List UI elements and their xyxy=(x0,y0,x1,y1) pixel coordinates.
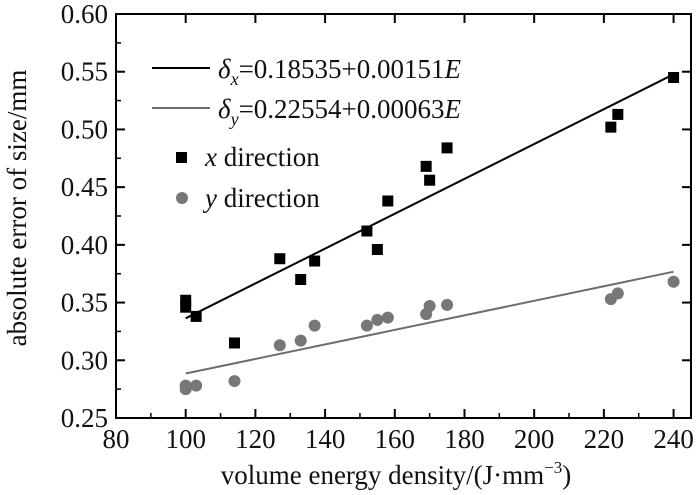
point-x-15 xyxy=(668,71,680,83)
point-y-11 xyxy=(423,300,436,313)
legend-label-y-fit: δy=0.22554+0.00063E xyxy=(218,94,462,129)
point-y-2 xyxy=(190,379,203,392)
point-x-13 xyxy=(605,121,617,133)
y-axis-label: absolute error of size/mm xyxy=(2,70,32,347)
y-tick-label-1: 0.30 xyxy=(61,345,108,375)
y-tick-label-2: 0.35 xyxy=(61,288,108,318)
point-x-12 xyxy=(441,142,453,154)
point-x-1 xyxy=(180,301,192,313)
point-y-3 xyxy=(228,375,241,388)
legend-label-y-direction: y direction xyxy=(202,183,320,213)
point-y-4 xyxy=(273,339,286,352)
plot-area: 80 100 120 140 160 180 200 220 240 0.25 0.30 0.35 0.… xyxy=(61,0,694,454)
x-tick-label-240: 240 xyxy=(653,424,694,454)
point-x-5 xyxy=(295,273,307,285)
y-tick-label-0: 0.25 xyxy=(61,403,108,433)
point-x-3 xyxy=(228,337,240,349)
point-x-10 xyxy=(420,160,432,172)
point-y-7 xyxy=(360,319,373,332)
y-tick-label-5: 0.50 xyxy=(61,114,108,144)
x-tick-label-140: 140 xyxy=(305,424,346,454)
x-tick-label-80: 80 xyxy=(103,424,130,454)
point-x-7 xyxy=(361,225,373,237)
point-x-4 xyxy=(274,253,286,265)
x-axis-label: volume energy density/(J·mm−3) xyxy=(221,458,572,490)
legend-marker-y-direction xyxy=(176,192,188,204)
x-tick-label-120: 120 xyxy=(235,424,276,454)
point-x-9 xyxy=(382,195,394,207)
x-tick-label-200: 200 xyxy=(514,424,555,454)
point-y-12 xyxy=(441,298,454,311)
legend: δx=0.18535+0.00151E δy=0.22554+0.00063E … xyxy=(152,54,462,213)
y-tick-label-4: 0.45 xyxy=(61,172,108,202)
point-y-14 xyxy=(611,287,624,300)
point-y-6 xyxy=(308,319,321,332)
point-y-1 xyxy=(179,383,192,396)
point-x-2 xyxy=(190,310,202,322)
y-tick-label-6: 0.55 xyxy=(61,57,108,87)
y-tick-label-3: 0.40 xyxy=(61,230,108,260)
fit-line-x xyxy=(185,73,675,320)
legend-label-x-direction: x direction xyxy=(204,142,320,172)
point-y-8 xyxy=(371,313,384,326)
legend-label-x-fit: δx=0.18535+0.00151E xyxy=(218,54,462,89)
x-tick-label-100: 100 xyxy=(165,424,206,454)
x-tick-label-160: 160 xyxy=(375,424,416,454)
point-x-14 xyxy=(612,108,624,120)
y-tick-label-7: 0.60 xyxy=(61,0,108,29)
point-x-11 xyxy=(424,174,436,186)
point-x-6 xyxy=(309,255,321,267)
point-x-0 xyxy=(180,294,192,306)
x-tick-label-220: 220 xyxy=(584,424,625,454)
x-tick-label-180: 180 xyxy=(444,424,485,454)
point-y-15 xyxy=(667,275,680,288)
point-y-5 xyxy=(294,334,307,347)
point-x-8 xyxy=(371,243,383,255)
point-y-9 xyxy=(381,311,394,324)
fit-line-y xyxy=(185,270,674,375)
legend-marker-x-direction xyxy=(176,152,187,163)
